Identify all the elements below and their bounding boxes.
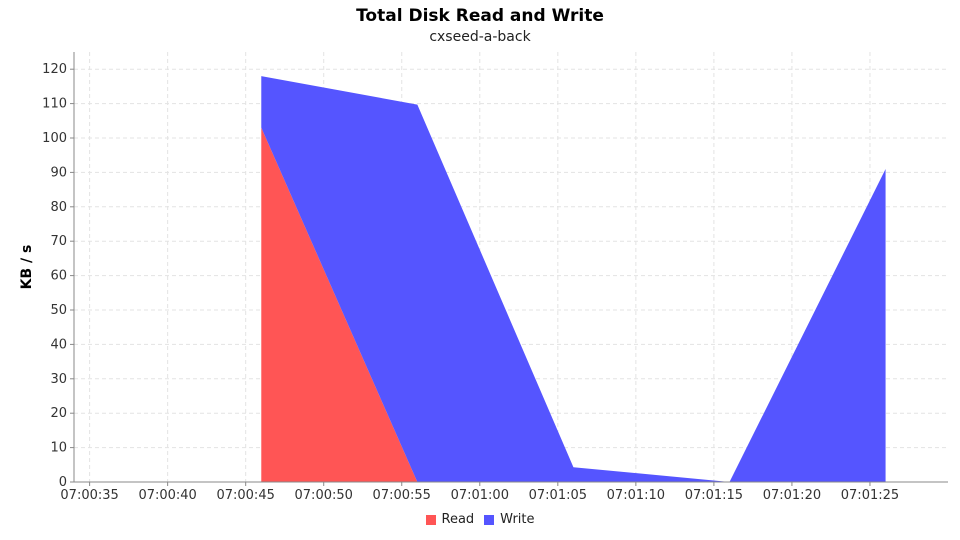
- x-tick-label: 07:01:05: [529, 488, 587, 503]
- y-tick-label: 90: [50, 165, 67, 180]
- legend-swatch: [425, 514, 436, 525]
- x-tick-label: 07:00:45: [216, 488, 274, 503]
- y-tick-label: 60: [50, 269, 67, 284]
- area-series: [261, 76, 886, 483]
- y-tick-label: 50: [50, 303, 67, 318]
- x-tick-labels: 07:00:35 07:00:40 07:00:45 07:00:50 07:00:55…: [60, 488, 899, 503]
- x-tick-label: 07:00:35: [60, 488, 118, 503]
- area-read: [261, 127, 886, 483]
- x-tick-label: 07:00:50: [295, 488, 353, 503]
- x-tick-label: 07:01:25: [841, 488, 899, 503]
- y-tick-label: 80: [50, 200, 67, 215]
- y-axis-label: KB / s: [19, 245, 35, 290]
- x-tick-label: 07:01:10: [607, 488, 665, 503]
- y-tick-label: 40: [50, 337, 67, 352]
- y-tick-label: 20: [50, 406, 67, 421]
- x-tick-label: 07:01:15: [685, 488, 743, 503]
- x-tick-label: 07:00:55: [373, 488, 431, 503]
- legend-label: Read: [441, 512, 475, 527]
- axes: [73, 52, 948, 483]
- x-tick-label: 07:00:40: [138, 488, 196, 503]
- y-tick-label: 10: [50, 441, 67, 456]
- legend: Read Write: [0, 512, 960, 527]
- chart-subtitle: cxseed-a-back: [429, 29, 531, 45]
- y-tick-label: 0: [59, 475, 67, 490]
- y-tick-label: 30: [50, 372, 67, 387]
- y-tick-label: 110: [42, 97, 67, 112]
- legend-label: Write: [500, 512, 535, 527]
- legend-swatch: [484, 514, 495, 525]
- x-tick-label: 07:01:20: [763, 488, 821, 503]
- x-tick-label: 07:01:00: [451, 488, 509, 503]
- legend-item-write: Write: [484, 512, 535, 527]
- y-tick-label: 120: [42, 62, 67, 77]
- area-write: [261, 76, 886, 482]
- legend-item-read: Read: [425, 512, 475, 527]
- y-tick-labels: 0 10 20 30 40 50 60 70 80 90 100 110 120: [42, 62, 67, 490]
- chart-title: Total Disk Read and Write: [356, 6, 604, 26]
- y-tick-label: 70: [50, 234, 67, 249]
- y-tick-label: 100: [42, 131, 67, 146]
